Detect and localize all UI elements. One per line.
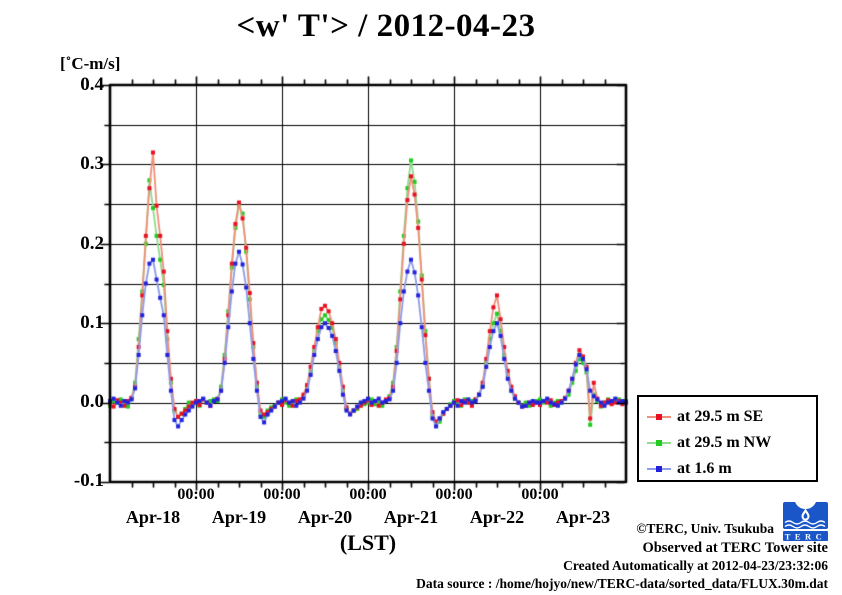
legend-item-29.5m-SE: at 29.5 m SE: [647, 404, 816, 429]
legend-marker-green: [647, 438, 671, 448]
x-tick-label-midnight: 00:00: [177, 486, 215, 503]
x-axis-label: (LST): [339, 530, 397, 555]
legend-label: at 29.5 m SE: [677, 407, 764, 425]
legend-item-29.5m-NW: at 29.5 m NW: [647, 430, 816, 455]
x-date-label: Apr-21: [383, 507, 439, 527]
created-timestamp-text: Created Automatically at 2012-04-23/23:3…: [563, 558, 828, 573]
x-date-label: Apr-20: [297, 507, 353, 527]
legend-label: at 29.5 m NW: [677, 433, 772, 451]
x-tick-label-midnight: 00:00: [435, 486, 473, 503]
legend-marker-blue: [647, 464, 671, 474]
x-tick-label-midnight: 00:00: [349, 486, 387, 503]
copyright-text: ©TERC, Univ. Tsukuba: [636, 521, 774, 536]
terc-logo-graphic: TERC: [783, 502, 828, 542]
data-source-text: Data source : /home/hojyo/new/TERC-data/…: [416, 576, 828, 591]
x-tick-label-midnight: 00:00: [521, 486, 559, 503]
y-tick-label: 0.1: [80, 312, 104, 333]
x-date-label: Apr-23: [555, 507, 611, 527]
y-axis-unit-label: [˚C-m/s]: [60, 54, 121, 73]
legend-label: at 1.6 m: [677, 459, 732, 477]
terc-logo: TERC: [783, 502, 828, 542]
x-date-label: Apr-22: [469, 507, 525, 527]
y-tick-label: 0.0: [80, 391, 104, 412]
y-tick-label: 0.3: [80, 153, 104, 174]
y-tick-label: -0.1: [73, 470, 104, 491]
chart-title: <w' T'> / 2012-04-23: [236, 8, 536, 44]
legend-marker-red: [647, 412, 671, 422]
y-tick-label: 0.2: [80, 233, 104, 254]
y-tick-label: 0.4: [80, 74, 104, 95]
legend-box: at 29.5 m SE at 29.5 m NW at 1.6 m: [637, 395, 818, 482]
x-date-label: Apr-19: [211, 507, 267, 527]
x-tick-label-midnight: 00:00: [263, 486, 301, 503]
x-date-label: Apr-18: [125, 507, 181, 527]
legend-item-1.6m: at 1.6 m: [647, 456, 816, 481]
terc-logo-text: TERC: [785, 532, 827, 542]
observed-site-text: Observed at TERC Tower site: [642, 540, 828, 556]
